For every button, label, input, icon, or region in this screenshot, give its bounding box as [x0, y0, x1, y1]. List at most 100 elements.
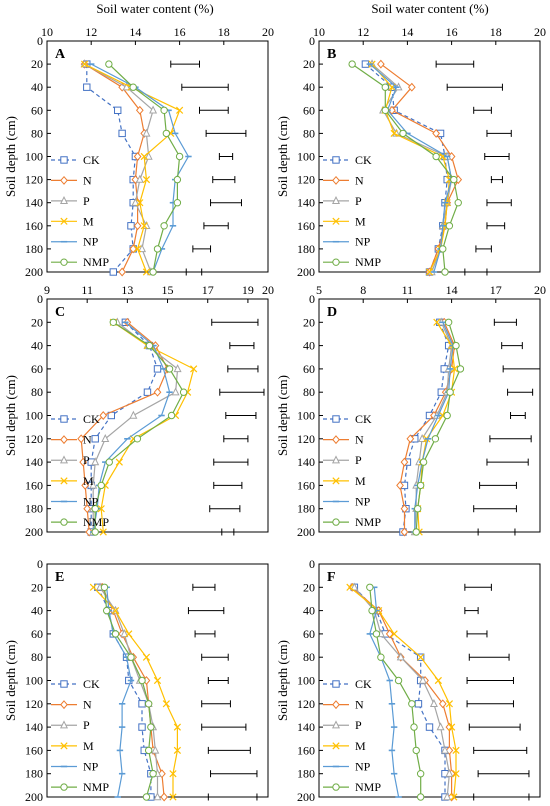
y-tick-label: 200: [297, 265, 315, 279]
y-tick-label: 20: [303, 580, 315, 594]
data-point-p: [445, 768, 454, 777]
panel-label: A: [55, 47, 66, 62]
y-tick-label: 160: [25, 743, 43, 757]
legend-marker-p: [59, 455, 69, 464]
y-tick-label: 160: [297, 219, 315, 233]
legend-marker-p: [331, 455, 341, 464]
data-point-nmp: [149, 770, 157, 778]
y-tick-label: 120: [297, 432, 315, 446]
data-point-nmp: [138, 676, 146, 685]
data-point-m: [439, 152, 447, 161]
y-tick-label: 100: [25, 674, 43, 688]
data-point-ck: [118, 129, 126, 138]
y-tick-label: 140: [25, 455, 43, 469]
data-point-m: [452, 746, 460, 755]
data-point-m: [142, 653, 151, 661]
data-point-m: [173, 746, 182, 755]
data-point-n: [377, 59, 385, 69]
data-point-m: [111, 606, 120, 615]
y-tick-label: 140: [25, 720, 43, 734]
data-point-nmp: [133, 435, 142, 443]
panel-label: D: [327, 305, 337, 320]
legend-label-ck: CK: [83, 412, 100, 426]
data-point-p: [173, 364, 182, 373]
data-point-n: [400, 504, 409, 514]
y-tick-label: 60: [31, 103, 43, 117]
x-tick-label: 8: [360, 283, 366, 297]
y-axis-title: Soil depth (cm): [3, 116, 18, 197]
data-point-m: [190, 365, 198, 373]
data-point-m: [136, 199, 144, 207]
legend-label-m: M: [355, 739, 366, 753]
legend-marker-m: [60, 742, 68, 750]
x-tick-label: 19: [242, 283, 254, 297]
data-point-n: [135, 105, 144, 115]
series-line-n: [399, 322, 456, 532]
data-point-ck: [153, 365, 162, 373]
x-tick-label: 12: [85, 25, 97, 39]
data-point-p: [138, 244, 147, 253]
legend-label-np: NP: [83, 235, 99, 249]
panel-c: 0 20 40 60 80 100 120 140 160 180 200 9 11 13 15 17 19 20…: [3, 283, 274, 539]
legend-label-m: M: [355, 214, 366, 228]
top-axis-title-right: Soil water content (%): [371, 1, 488, 16]
data-point-n: [129, 244, 138, 254]
y-tick-label: 200: [297, 790, 315, 804]
data-point-ck: [138, 700, 146, 708]
legend-label-p: P: [83, 194, 90, 208]
data-point-p: [151, 745, 160, 754]
data-point-m: [89, 583, 98, 591]
data-point-n: [153, 387, 162, 397]
data-point-ck: [143, 388, 152, 396]
data-point-nmp: [109, 318, 118, 326]
data-point-nmp: [144, 700, 153, 708]
y-tick-label: 0: [309, 34, 315, 48]
data-point-nmp: [105, 60, 113, 68]
data-point-nmp: [97, 481, 105, 490]
legend-marker-m: [332, 477, 340, 485]
data-point-n: [438, 699, 447, 709]
data-point-m: [142, 175, 151, 184]
data-point-nmp: [456, 365, 465, 373]
data-point-n: [400, 457, 409, 467]
data-point-n: [406, 434, 415, 444]
series-line-p: [92, 321, 179, 532]
data-point-nmp: [416, 770, 425, 778]
data-point-nmp: [377, 653, 385, 661]
y-tick-label: 120: [297, 697, 315, 711]
data-point-nmp: [162, 129, 171, 138]
data-point-m: [153, 676, 162, 685]
legend-marker-ck: [332, 680, 340, 688]
data-point-nmp: [439, 245, 447, 253]
legend-marker-n: [60, 700, 68, 710]
y-tick-label: 180: [25, 767, 43, 781]
x-tick-label: 14: [129, 25, 141, 39]
data-point-p: [171, 387, 180, 396]
x-tick-label: 20: [262, 25, 274, 39]
y-tick-label: 0: [309, 292, 315, 306]
data-point-nmp: [412, 528, 420, 536]
y-tick-label: 100: [297, 409, 315, 423]
top-axis-title-left: Soil water content (%): [96, 1, 213, 16]
y-axis-title: Soil depth (cm): [3, 640, 18, 721]
legend-marker-p: [59, 196, 69, 205]
legend-label-n: N: [355, 698, 364, 712]
series-line-np: [90, 63, 190, 273]
data-point-m: [169, 793, 177, 801]
y-axis-title: Soil depth (cm): [275, 375, 290, 456]
data-point-nmp: [167, 411, 176, 420]
panel-d: 0 20 40 60 80 100 120 140 160 180 200 5 8 11 14 17 20 Soi…: [275, 283, 546, 539]
data-point-nmp: [165, 365, 174, 373]
y-tick-label: 100: [25, 409, 43, 423]
data-point-nmp: [381, 83, 389, 91]
series-line-ck: [86, 64, 137, 273]
legend-label-nmp: NMP: [83, 255, 109, 269]
legend-label-p: P: [355, 453, 362, 467]
data-point-ck: [114, 106, 122, 114]
data-point-n: [81, 480, 90, 490]
y-tick-label: 100: [297, 150, 315, 164]
y-tick-label: 140: [297, 455, 315, 469]
data-point-nmp: [416, 793, 425, 801]
x-tick-label: 10: [41, 25, 53, 39]
legend-label-ck: CK: [355, 677, 372, 691]
